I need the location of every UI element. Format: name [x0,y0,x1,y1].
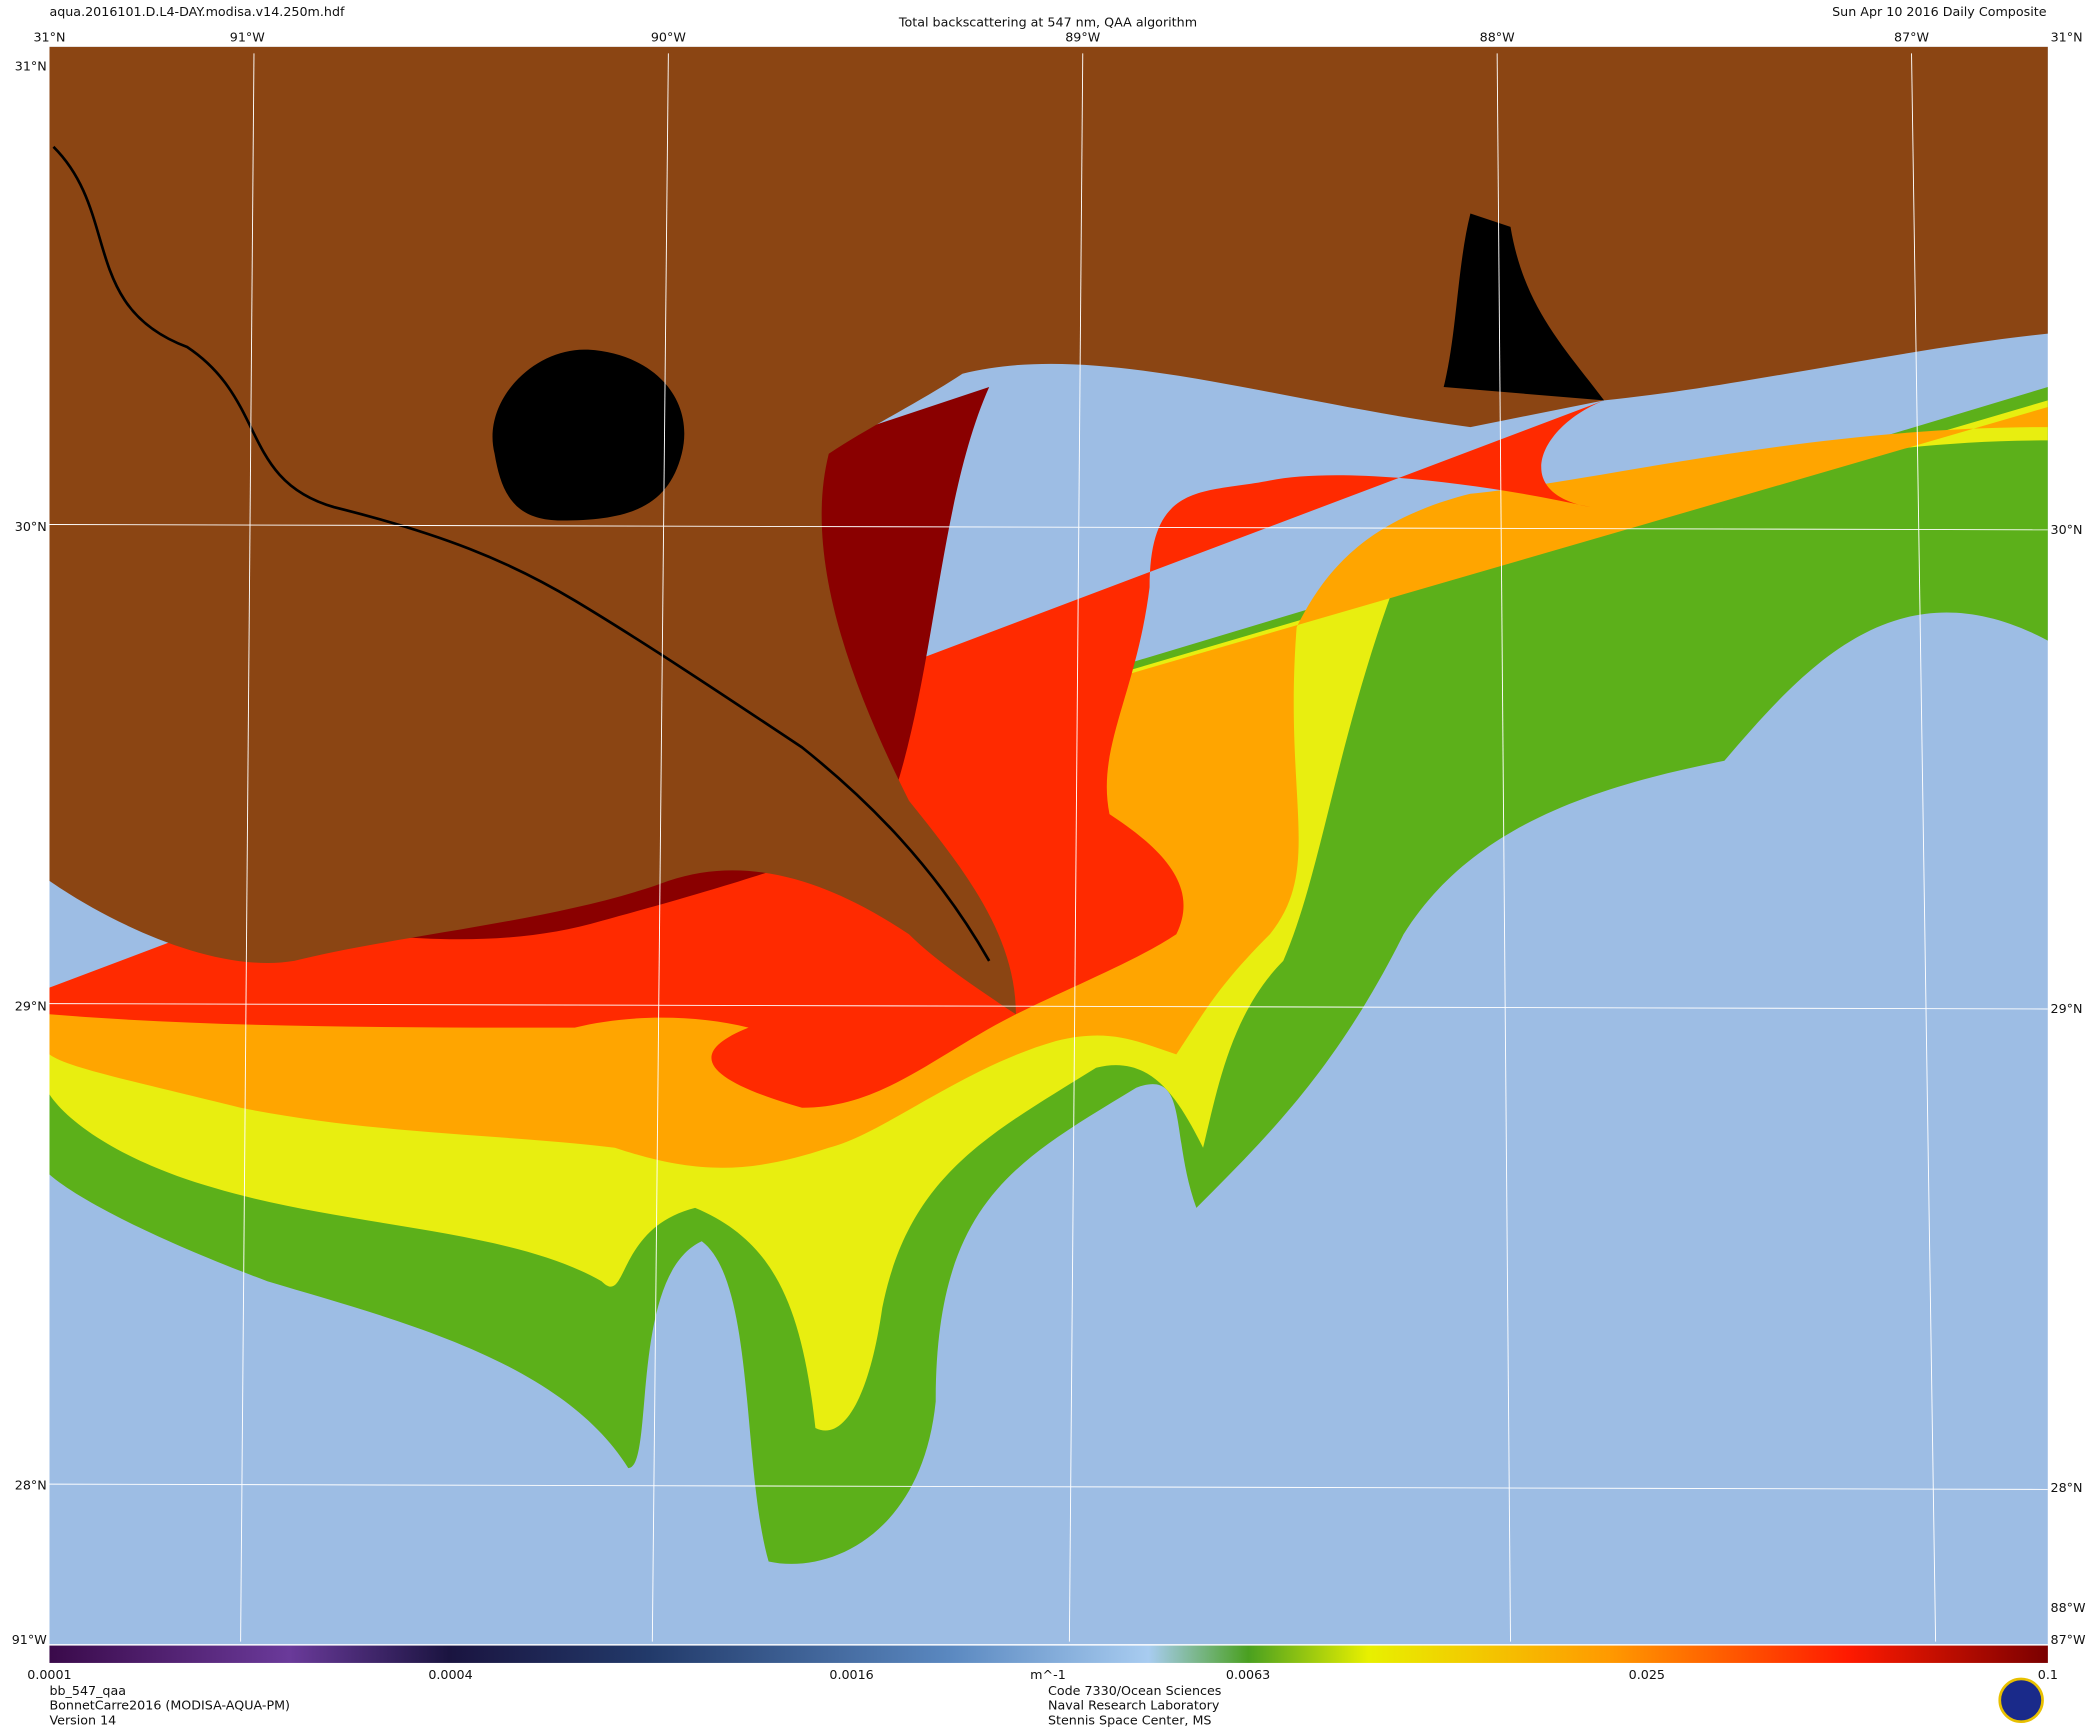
colorbar-tick-label: 0.0063 [1226,1667,1270,1682]
filename: aqua.2016101.D.L4-DAY.modisa.v14.250m.hd… [49,4,345,19]
footer-left: bb_547_qaa [49,1683,126,1698]
lake [492,349,685,521]
date: Sun Apr 10 2016 Daily Composite [1832,4,2047,19]
right-label: 88°W [2051,1600,2086,1615]
right-label: 87°W [2051,1632,2086,1647]
map-image [49,46,2048,1645]
footer-left: BonnetCarre2016 (MODISA-AQUA-PM) [49,1698,290,1713]
colorbar-tick-label: 0.0016 [829,1667,873,1682]
top-label: 31°N [33,29,65,44]
river [52,145,991,962]
colorbar-tick-label: 0.0004 [428,1667,472,1682]
land [49,46,2048,1015]
footer-center: Stennis Space Center, MS [1048,1712,1211,1727]
footer-center: Naval Research Laboratory [1048,1698,1220,1713]
colorbar-tick-label: 0.0001 [27,1667,71,1682]
title: Total backscattering at 547 nm, QAA algo… [898,15,1197,30]
top-label: 88°W [1480,29,1515,44]
top-label: 90°W [651,29,686,44]
left-label: 30°N [15,519,47,534]
top-label: 91°W [230,29,265,44]
top-label: 31°N [2051,29,2083,44]
colorbar-tick-label: 0.1 [2038,1667,2058,1682]
footer-left: Version 14 [49,1712,116,1727]
colorbar-tick-label: 0.025 [1629,1667,1665,1682]
footer-center: Code 7330/Ocean Sciences [1048,1683,1221,1698]
right-label: 30°N [2051,522,2083,537]
graticule [49,53,2048,1642]
colorbar-unit: m^-1 [1030,1667,1066,1682]
left-label: 29°N [15,998,47,1013]
bay [1443,213,1605,401]
left-label: 28°N [15,1477,47,1492]
left-label: 31°N [15,59,47,74]
nrl-logo [1998,1677,2044,1723]
left-label: 91°W [12,1632,47,1647]
top-label: 87°W [1894,29,1929,44]
top-label: 89°W [1065,29,1100,44]
colorbar [49,1645,2048,1663]
right-label: 29°N [2051,1001,2083,1016]
right-label: 28°N [2051,1480,2083,1495]
